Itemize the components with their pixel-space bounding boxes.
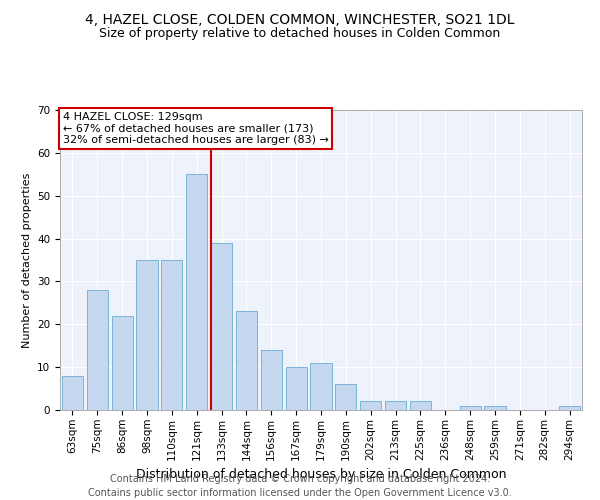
Text: 4 HAZEL CLOSE: 129sqm
← 67% of detached houses are smaller (173)
32% of semi-det: 4 HAZEL CLOSE: 129sqm ← 67% of detached …: [62, 112, 328, 144]
Y-axis label: Number of detached properties: Number of detached properties: [22, 172, 32, 348]
Bar: [559, 406, 580, 410]
Bar: [136, 260, 158, 410]
Bar: [410, 402, 431, 410]
Bar: [460, 406, 481, 410]
Bar: [261, 350, 282, 410]
Bar: [335, 384, 356, 410]
Bar: [484, 406, 506, 410]
Bar: [112, 316, 133, 410]
Bar: [360, 402, 381, 410]
Bar: [286, 367, 307, 410]
Text: Contains HM Land Registry data © Crown copyright and database right 2024.
Contai: Contains HM Land Registry data © Crown c…: [88, 474, 512, 498]
X-axis label: Distribution of detached houses by size in Colden Common: Distribution of detached houses by size …: [136, 468, 506, 481]
Text: Size of property relative to detached houses in Colden Common: Size of property relative to detached ho…: [100, 28, 500, 40]
Bar: [211, 243, 232, 410]
Text: 4, HAZEL CLOSE, COLDEN COMMON, WINCHESTER, SO21 1DL: 4, HAZEL CLOSE, COLDEN COMMON, WINCHESTE…: [85, 12, 515, 26]
Bar: [385, 402, 406, 410]
Bar: [236, 312, 257, 410]
Bar: [186, 174, 207, 410]
Bar: [62, 376, 83, 410]
Bar: [310, 363, 332, 410]
Bar: [161, 260, 182, 410]
Bar: [87, 290, 108, 410]
